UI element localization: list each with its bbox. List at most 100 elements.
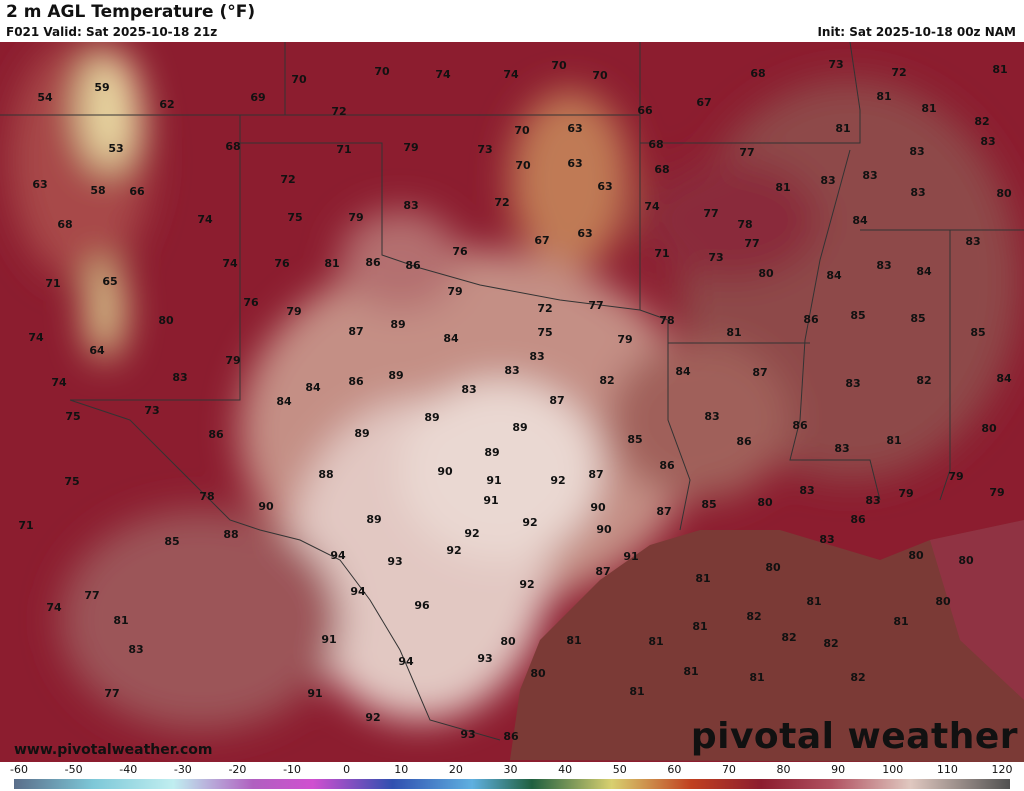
station-value: 92 xyxy=(365,711,380,724)
station-value: 83 xyxy=(910,186,925,199)
station-value: 86 xyxy=(850,513,866,526)
station-value: 80 xyxy=(996,187,1012,200)
colorbar-tick-label: -50 xyxy=(65,763,83,776)
station-value: 85 xyxy=(910,312,925,325)
station-value: 77 xyxy=(744,237,759,250)
station-value: 82 xyxy=(974,115,989,128)
colorbar-tick-label: 50 xyxy=(613,763,627,776)
station-value: 81 xyxy=(324,257,339,270)
station-value: 54 xyxy=(37,91,53,104)
station-value: 83 xyxy=(980,135,995,148)
colorbar-tick-label: 120 xyxy=(992,763,1013,776)
station-value: 83 xyxy=(128,643,143,656)
station-value: 79 xyxy=(948,470,963,483)
logo: pivotal weather xyxy=(690,716,1018,757)
station-value: 82 xyxy=(916,374,931,387)
station-value: 83 xyxy=(504,364,519,377)
station-value: 86 xyxy=(365,256,381,269)
station-value: 85 xyxy=(164,535,179,548)
station-value: 82 xyxy=(599,374,614,387)
station-value: 68 xyxy=(57,218,72,231)
station-value: 68 xyxy=(225,140,240,153)
station-value: 91 xyxy=(307,687,322,700)
station-value: 83 xyxy=(403,199,418,212)
station-value: 86 xyxy=(659,459,675,472)
station-value: 83 xyxy=(704,410,719,423)
station-value: 77 xyxy=(104,687,119,700)
colorbar-tick-label: 20 xyxy=(449,763,463,776)
station-value: 92 xyxy=(446,544,461,557)
colorbar-tick-label: 90 xyxy=(831,763,845,776)
station-value: 90 xyxy=(258,500,274,513)
station-value: 94 xyxy=(398,655,414,668)
station-value: 64 xyxy=(89,344,105,357)
station-value: 79 xyxy=(403,141,418,154)
station-value: 79 xyxy=(286,305,301,318)
station-value: 77 xyxy=(588,299,603,312)
station-value: 65 xyxy=(102,275,117,288)
station-value: 71 xyxy=(654,247,669,260)
station-value: 87 xyxy=(588,468,603,481)
station-value: 87 xyxy=(549,394,564,407)
station-value: 93 xyxy=(477,652,492,665)
station-value: 80 xyxy=(758,267,774,280)
station-value: 85 xyxy=(970,326,985,339)
station-value: 70 xyxy=(374,65,390,78)
station-value: 67 xyxy=(696,96,711,109)
station-value: 91 xyxy=(321,633,336,646)
colorbar-tick-label: 0 xyxy=(343,763,350,776)
station-value: 89 xyxy=(390,318,405,331)
station-value: 81 xyxy=(886,434,901,447)
station-value: 84 xyxy=(996,372,1012,385)
station-value: 91 xyxy=(486,474,501,487)
colorbar-tick-label: -20 xyxy=(228,763,246,776)
station-value: 87 xyxy=(348,325,363,338)
station-value: 87 xyxy=(752,366,767,379)
station-value: 74 xyxy=(222,257,238,270)
station-value: 78 xyxy=(659,314,674,327)
station-value: 74 xyxy=(644,200,660,213)
station-value: 53 xyxy=(108,142,123,155)
station-value: 67 xyxy=(534,234,549,247)
station-value: 92 xyxy=(519,578,534,591)
colorbar-tick-label: -30 xyxy=(174,763,192,776)
station-value: 90 xyxy=(590,501,606,514)
colorbar-scale xyxy=(14,779,1010,789)
station-value: 86 xyxy=(736,435,752,448)
station-value: 87 xyxy=(595,565,610,578)
station-value: 89 xyxy=(366,513,381,526)
station-value: 77 xyxy=(703,207,718,220)
station-value: 74 xyxy=(197,213,213,226)
station-value: 83 xyxy=(845,377,860,390)
colorbar-tick-label: 70 xyxy=(722,763,736,776)
station-value: 76 xyxy=(274,257,290,270)
station-value: 63 xyxy=(567,157,582,170)
station-value: 80 xyxy=(757,496,773,509)
station-value: 70 xyxy=(551,59,567,72)
station-value: 69 xyxy=(250,91,265,104)
station-value: 72 xyxy=(537,302,552,315)
station-value: 83 xyxy=(461,383,476,396)
station-value: 73 xyxy=(144,404,159,417)
station-value: 93 xyxy=(460,728,475,741)
station-value: 81 xyxy=(648,635,663,648)
station-value: 81 xyxy=(876,90,891,103)
station-value: 89 xyxy=(484,446,499,459)
station-value: 72 xyxy=(280,173,295,186)
station-value: 82 xyxy=(850,671,865,684)
station-value: 92 xyxy=(522,516,537,529)
station-value: 71 xyxy=(45,277,60,290)
station-value: 83 xyxy=(965,235,980,248)
colorbar-tick-label: -40 xyxy=(119,763,137,776)
title: 2 m AGL Temperature (°F) xyxy=(6,2,256,22)
station-value: 84 xyxy=(852,214,868,227)
station-value: 80 xyxy=(935,595,951,608)
station-value: 83 xyxy=(819,533,834,546)
station-value: 89 xyxy=(354,427,369,440)
station-value: 70 xyxy=(514,124,530,137)
station-value: 70 xyxy=(592,69,608,82)
station-value: 80 xyxy=(981,422,997,435)
station-value: 80 xyxy=(500,635,516,648)
station-value: 78 xyxy=(199,490,214,503)
station-value: 82 xyxy=(746,610,761,623)
